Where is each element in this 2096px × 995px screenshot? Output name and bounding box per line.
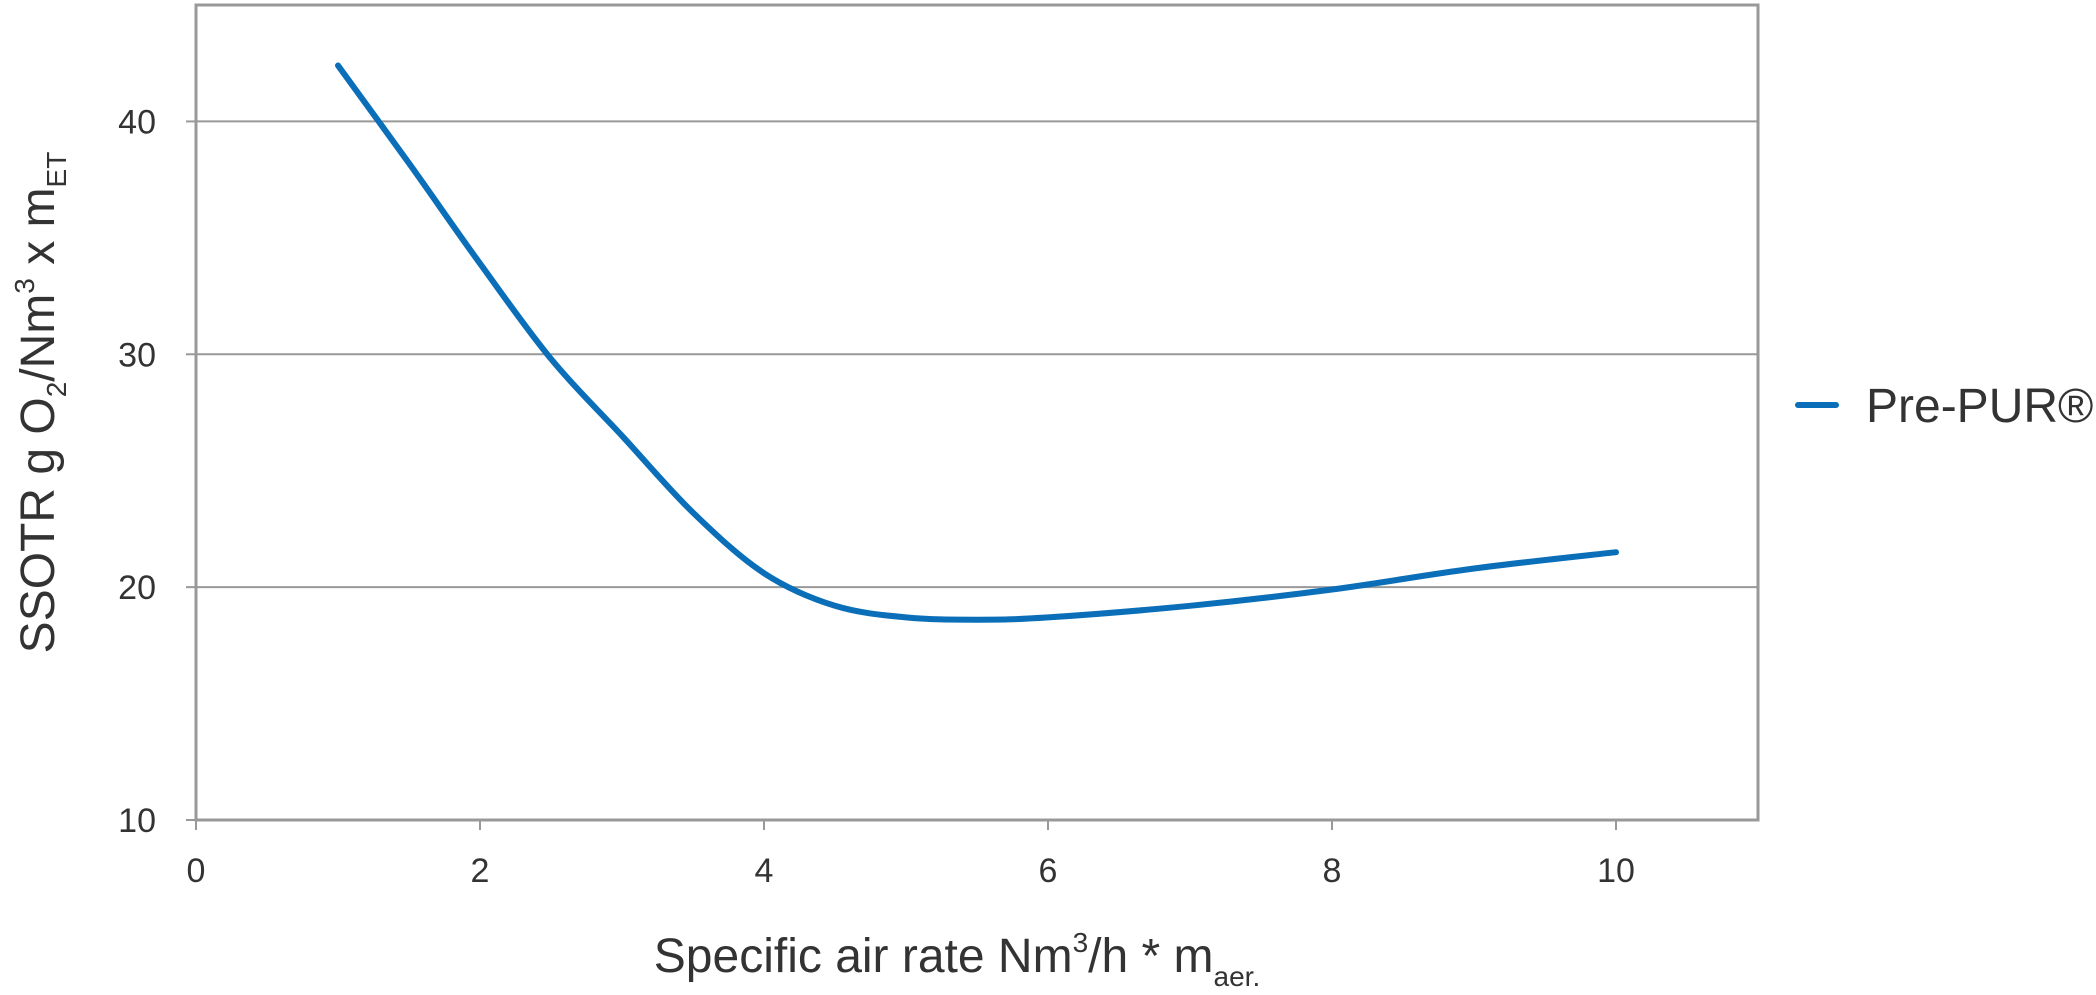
y-tick-label-40: 40 [118,103,156,141]
x-tick-label-0: 0 [187,852,206,890]
x-axis-title-sup: 3 [1073,927,1089,958]
x-tick-label-6: 6 [1039,852,1058,890]
y-tick-label-30: 30 [118,336,156,374]
x-tick-label-10: 10 [1597,852,1635,890]
y-axis-title-sub2: ET [41,152,72,188]
x-axis-title-rest: /h * m [1088,930,1213,983]
x-tick-label-2: 2 [471,852,490,890]
series-group [335,62,1619,623]
legend-label-pre-pur: Pre-PUR® [1866,380,2093,433]
y-axis-title-sup1: 3 [9,278,40,294]
y-axis-title-part1: SSOTR g O [12,397,65,653]
x-axis-title: Specific air rate Nm3/h * maer. [654,927,1260,992]
y-axis-title-part3: x m [12,187,65,278]
y-axis-title-sub1: 2 [41,382,72,398]
gridlines [196,120,1758,589]
y-axis: 10 20 30 40 [118,103,196,840]
x-axis: 0 2 4 6 8 10 [187,820,1635,890]
series-line-0 [335,62,1619,623]
x-axis-title-main: Specific air rate Nm [654,930,1073,983]
x-axis-title-sub: aer. [1214,961,1261,992]
y-tick-label-20: 20 [118,569,156,607]
y-tick-label-10: 10 [118,802,156,840]
plot-frame [194,3,1760,822]
x-tick-label-4: 4 [755,852,774,890]
x-tick-label-8: 8 [1323,852,1342,890]
y-axis-title-part2: /Nm [12,294,65,382]
y-axis-title: SSOTR g O2/Nm3 x mET [9,152,72,654]
legend: Pre-PUR® [1795,380,2093,433]
